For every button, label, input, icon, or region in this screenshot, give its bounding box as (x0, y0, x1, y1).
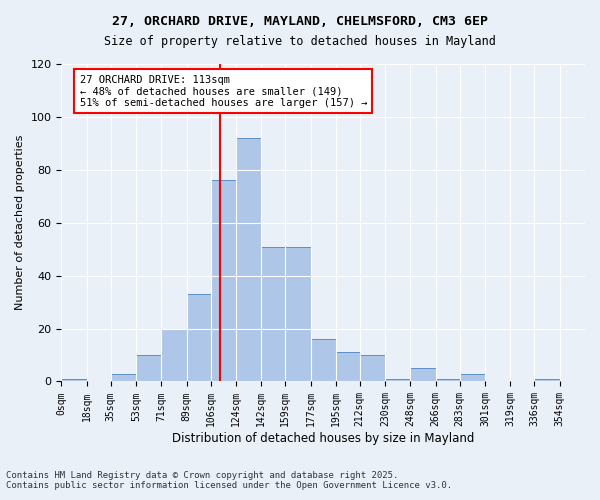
Bar (360, 355, 385, 382)
Bar (285, 246, 311, 382)
Bar (136, 355, 161, 382)
Text: 27, ORCHARD DRIVE, MAYLAND, CHELMSFORD, CM3 6EP: 27, ORCHARD DRIVE, MAYLAND, CHELMSFORD, … (112, 15, 488, 28)
Bar (211, 180, 236, 382)
Bar (261, 246, 285, 382)
Bar (187, 294, 211, 382)
Text: 27 ORCHARD DRIVE: 113sqm
← 48% of detached houses are smaller (149)
51% of semi-: 27 ORCHARD DRIVE: 113sqm ← 48% of detach… (80, 74, 367, 108)
Bar (535, 379, 560, 382)
Y-axis label: Number of detached properties: Number of detached properties (15, 135, 25, 310)
Bar (311, 339, 336, 382)
Bar (161, 328, 187, 382)
Bar (385, 379, 410, 382)
Bar (410, 368, 436, 382)
Text: Contains HM Land Registry data © Crown copyright and database right 2025.
Contai: Contains HM Land Registry data © Crown c… (6, 470, 452, 490)
Bar (336, 352, 360, 382)
X-axis label: Distribution of detached houses by size in Mayland: Distribution of detached houses by size … (172, 432, 475, 445)
Bar (61, 379, 87, 382)
Bar (110, 374, 136, 382)
Bar (436, 379, 460, 382)
Bar (236, 138, 261, 382)
Text: Size of property relative to detached houses in Mayland: Size of property relative to detached ho… (104, 35, 496, 48)
Bar (460, 374, 485, 382)
